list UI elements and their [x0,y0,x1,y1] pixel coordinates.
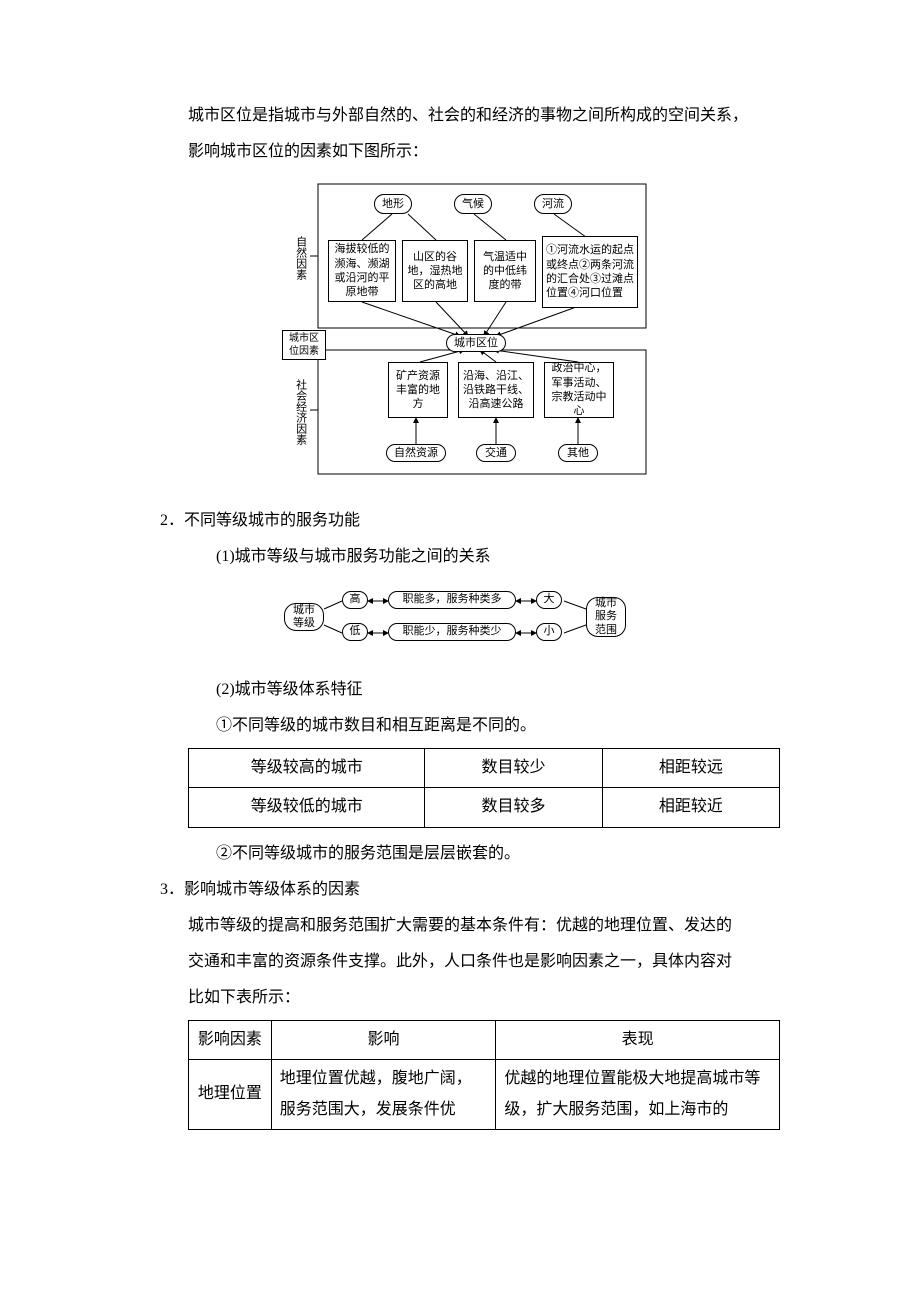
d1-label-social: 社会经济因素 [290,372,310,452]
intro-line2: 影响城市区位的因素如下图所示： [160,136,780,168]
section2-point2: ②不同等级城市的服务范围是层层嵌套的。 [160,838,780,870]
cell: 地理位置 [189,1060,272,1130]
d2-big: 大 [536,591,562,609]
section2-sub2: (2)城市等级体系特征 [160,674,780,706]
d1-top-b: 气候 [454,194,492,214]
d1-bot-b: 交通 [476,444,516,462]
d1-mid-a: 海拔较低的濒海、濒湖或沿河的平原地带 [328,240,396,302]
cell: 优越的地理位置能极大地提高城市等级，扩大服务范围，如上海市的 [496,1060,780,1130]
d1-mid-d: ①河流水运的起点或终点②两条河流的汇合处③过滩点位置④河口位置 [542,236,638,308]
cell: 影响 [271,1020,496,1059]
cell: 相距较远 [602,749,779,788]
d1-low-b: 沿海、沿江、沿铁路干线、沿高速公路 [458,362,534,418]
d1-bot-c: 其他 [558,444,598,462]
diagram1-wrap: 自然因素 城市区位因素 社会经济因素 地形 气候 河流 海拔较低的濒海、濒湖或沿… [160,180,780,485]
cell: 等级较高的城市 [189,749,425,788]
cell: 地理位置优越，腹地广阔，服务范围大，发展条件优 [271,1060,496,1130]
diagram2-wrap: 城市等级 高 低 职能多，服务种类多 职能少，服务种类少 大 小 城市服务范围 [160,585,780,654]
section2-sub1: (1)城市等级与城市服务功能之间的关系 [160,541,780,573]
d1-top-c: 河流 [534,194,572,214]
diagram2: 城市等级 高 低 职能多，服务种类多 职能少，服务种类少 大 小 城市服务范围 [280,585,660,649]
table-row: 影响因素 影响 表现 [189,1020,780,1059]
d1-label-main: 城市区位因素 [282,330,326,360]
d1-center: 城市区位 [446,334,506,352]
cell: 影响因素 [189,1020,272,1059]
section3-title: 3．影响城市等级体系的因素 [160,874,780,906]
d1-mid-b: 山区的谷地，湿热地区的高地 [402,240,468,302]
d2-high-mid: 职能多，服务种类多 [388,591,516,609]
section3-body2: 交通和丰富的资源条件支撑。此外，人口条件也是影响因素之一，具体内容对 [160,946,780,978]
d2-low-mid: 职能少，服务种类少 [388,623,516,641]
diagram1: 自然因素 城市区位因素 社会经济因素 地形 气候 河流 海拔较低的濒海、濒湖或沿… [290,180,650,480]
d1-mid-c: 气温适中的中低纬度的带 [474,240,536,302]
table-row: 地理位置 地理位置优越，腹地广阔，服务范围大，发展条件优 优越的地理位置能极大地… [189,1060,780,1130]
section3-body1: 城市等级的提高和服务范围扩大需要的基本条件有：优越的地理位置、发达的 [160,910,780,942]
cell: 表现 [496,1020,780,1059]
d1-low-a: 矿产资源丰富的地方 [388,362,448,418]
d2-low: 低 [342,623,368,641]
table-row: 等级较高的城市 数目较少 相距较远 [189,749,780,788]
d2-left: 城市等级 [284,603,324,631]
intro-line1: 城市区位是指城市与外部自然的、社会的和经济的事物之间所构成的空间关系， [160,100,780,132]
table1: 等级较高的城市 数目较少 相距较远 等级较低的城市 数目较多 相距较近 [188,748,780,828]
d1-low-c: 政治中心，军事活动、宗教活动中心 [544,362,614,418]
d1-bot-a: 自然资源 [386,444,446,462]
document-page: 城市区位是指城市与外部自然的、社会的和经济的事物之间所构成的空间关系， 影响城市… [0,0,920,1180]
section2-point1: ①不同等级的城市数目和相互距离是不同的。 [160,710,780,742]
cell: 数目较少 [425,749,602,788]
d1-label-natural: 自然因素 [290,230,310,286]
cell: 数目较多 [425,788,602,827]
section3-body3: 比如下表所示： [160,982,780,1014]
cell: 等级较低的城市 [189,788,425,827]
table2: 影响因素 影响 表现 地理位置 地理位置优越，腹地广阔，服务范围大，发展条件优 … [188,1020,780,1130]
table1-wrap: 等级较高的城市 数目较少 相距较远 等级较低的城市 数目较多 相距较近 [188,748,780,828]
diagram1-lines [290,180,650,480]
table2-wrap: 影响因素 影响 表现 地理位置 地理位置优越，腹地广阔，服务范围大，发展条件优 … [188,1020,780,1130]
cell: 相距较近 [602,788,779,827]
d2-high: 高 [342,591,368,609]
d1-top-a: 地形 [374,194,412,214]
d2-right: 城市服务范围 [586,597,626,637]
section2-title: 2．不同等级城市的服务功能 [160,505,780,537]
d2-small: 小 [536,623,562,641]
table-row: 等级较低的城市 数目较多 相距较近 [189,788,780,827]
